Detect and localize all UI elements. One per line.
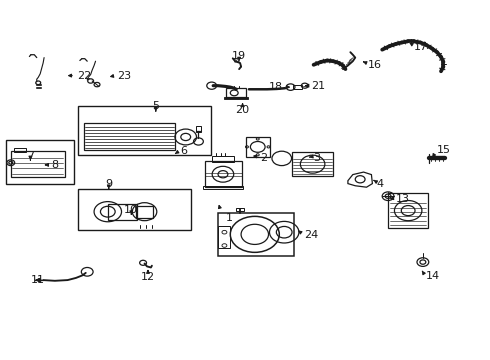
Text: 4: 4 — [376, 179, 384, 189]
Bar — [293, 85, 302, 89]
Text: 15: 15 — [437, 145, 451, 156]
Text: 21: 21 — [311, 81, 325, 91]
Bar — [14, 148, 26, 152]
Bar — [203, 186, 243, 189]
Bar — [108, 204, 137, 220]
Bar — [84, 123, 175, 150]
Text: 11: 11 — [30, 275, 45, 285]
Bar — [292, 152, 333, 176]
Text: 12: 12 — [141, 272, 155, 282]
Bar — [196, 126, 201, 132]
Bar — [388, 193, 428, 228]
Bar — [226, 88, 246, 97]
Bar — [136, 206, 153, 218]
Text: 2: 2 — [260, 153, 267, 163]
Text: 23: 23 — [118, 71, 132, 81]
Text: 13: 13 — [396, 194, 410, 204]
Bar — [218, 226, 230, 248]
Bar — [78, 106, 211, 155]
Text: 14: 14 — [426, 271, 441, 282]
Text: 3: 3 — [314, 153, 320, 163]
Text: 9: 9 — [105, 179, 112, 189]
Bar — [78, 189, 191, 230]
Text: 1: 1 — [225, 213, 232, 223]
Bar — [246, 137, 270, 157]
Text: 8: 8 — [51, 160, 59, 170]
Bar — [212, 156, 234, 162]
Text: 18: 18 — [269, 82, 283, 92]
Bar — [6, 140, 74, 184]
Text: 6: 6 — [180, 146, 187, 156]
Text: 17: 17 — [414, 42, 428, 52]
Bar — [224, 97, 248, 99]
Text: 5: 5 — [152, 101, 159, 111]
Text: 16: 16 — [368, 60, 382, 70]
Text: 20: 20 — [236, 105, 249, 115]
Text: 10: 10 — [124, 204, 138, 215]
Text: 7: 7 — [27, 150, 34, 161]
Bar — [236, 208, 244, 211]
Bar — [205, 161, 242, 187]
Text: 22: 22 — [77, 71, 92, 81]
Bar — [218, 213, 294, 256]
Text: 19: 19 — [232, 51, 246, 61]
Bar — [11, 151, 65, 177]
Text: 24: 24 — [304, 230, 318, 240]
